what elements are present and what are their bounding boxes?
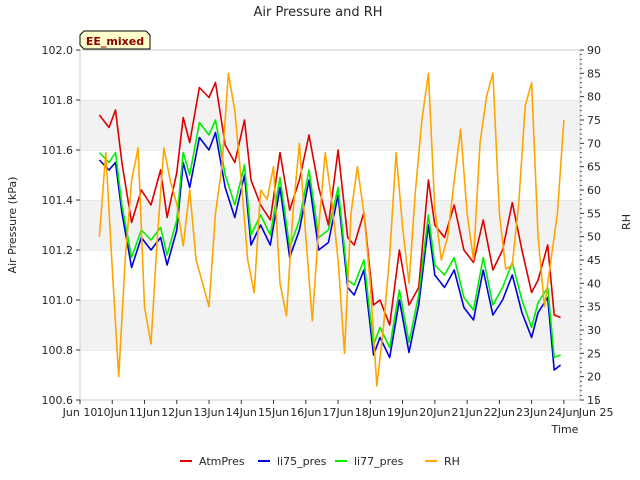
y2-tick-label: 15	[587, 394, 601, 407]
legend-label: RH	[444, 455, 460, 468]
y2-tick-label: 55	[587, 207, 601, 220]
plot-area-frame	[79, 49, 581, 401]
y-axis-title: Air Pressure (kPa)	[6, 177, 19, 274]
x-tick-label: 21Jun	[452, 406, 483, 419]
y2-axis-title: RH	[620, 214, 633, 230]
chart-title: Air Pressure and RH	[253, 5, 382, 20]
series-line-rh	[98, 72, 565, 387]
series-line-atmpres	[98, 81, 561, 326]
x-tick-label: Jun 10	[62, 406, 98, 419]
y2-tick-label: 25	[587, 347, 601, 360]
y2-tick-label: 70	[587, 137, 601, 150]
right-axis-ticks: 15 20 25 30 35 40 45 50 55 60 65 70 75 80 85 90	[580, 44, 601, 407]
x-tick-label: 16Jun	[290, 406, 321, 419]
badge: EE_mixed	[79, 30, 151, 50]
y-tick-label: 101.6	[42, 144, 74, 157]
x-tick-label: 13Jun	[193, 406, 224, 419]
y-tick-label: 100.8	[42, 344, 74, 357]
x-tick-label: 12Jun	[161, 406, 192, 419]
x-tick-label: 19Jun	[387, 406, 418, 419]
y-tick-label: 100.6	[42, 394, 74, 407]
x-tick-label: Jun 25	[578, 406, 614, 419]
y-tick-label: 101.2	[42, 244, 74, 257]
y-tick-label: 101.0	[42, 294, 74, 307]
x-axis-ticks: Jun 10 10Jun 11Jun 12Jun 13Jun 14Jun 15Jun 16Ju…	[62, 400, 614, 419]
legend-label: AtmPres	[199, 455, 245, 468]
y2-tick-label: 50	[587, 231, 601, 244]
x-tick-label: 11Jun	[129, 406, 160, 419]
series-line-li75-pres	[98, 131, 562, 371]
x-tick-label: 15Jun	[258, 406, 289, 419]
legend-label: li75_pres	[277, 455, 327, 468]
y2-tick-label: 20	[587, 371, 601, 384]
y2-tick-label: 35	[587, 301, 601, 314]
y2-tick-label: 40	[587, 277, 601, 290]
grid-band	[80, 50, 580, 100]
y2-tick-label: 80	[587, 91, 601, 104]
series-line-li77-pres	[98, 119, 561, 359]
x-tick-label: 23Jun	[516, 406, 547, 419]
y2-tick-label: 85	[587, 67, 601, 80]
y2-tick-label: 30	[587, 324, 601, 337]
badge-label: EE_mixed	[86, 35, 144, 48]
y2-tick-label: 60	[587, 184, 601, 197]
x-axis-title: Time	[551, 423, 579, 436]
y2-tick-label: 65	[587, 161, 601, 174]
grid-band	[80, 250, 580, 300]
x-tick-label: 18Jun	[355, 406, 386, 419]
grid-band	[80, 100, 580, 150]
grid-band	[80, 350, 580, 400]
left-axis-ticks: 100.6 100.8 101.0 101.2 101.4 101.6 101.8 102.0	[42, 44, 80, 407]
y-tick-label: 101.8	[42, 94, 74, 107]
grid-band	[80, 300, 580, 350]
y-tick-label: 102.0	[42, 44, 74, 57]
x-tick-label: 22Jun	[484, 406, 515, 419]
x-tick-label: 20Jun	[419, 406, 450, 419]
x-tick-label: 10Jun	[97, 406, 128, 419]
y2-tick-label: 45	[587, 254, 601, 267]
legend: AtmPres li75_pres li77_pres RH	[180, 455, 460, 468]
x-tick-label: 14Jun	[226, 406, 257, 419]
y-tick-label: 101.4	[42, 194, 74, 207]
series-lines	[98, 72, 565, 387]
x-tick-label: 17Jun	[322, 406, 353, 419]
badge-box	[79, 30, 151, 50]
y2-tick-label: 75	[587, 114, 601, 127]
x-tick-label: 24Jun	[548, 406, 579, 419]
y2-tick-label: 90	[587, 44, 601, 57]
legend-label: li77_pres	[354, 455, 404, 468]
